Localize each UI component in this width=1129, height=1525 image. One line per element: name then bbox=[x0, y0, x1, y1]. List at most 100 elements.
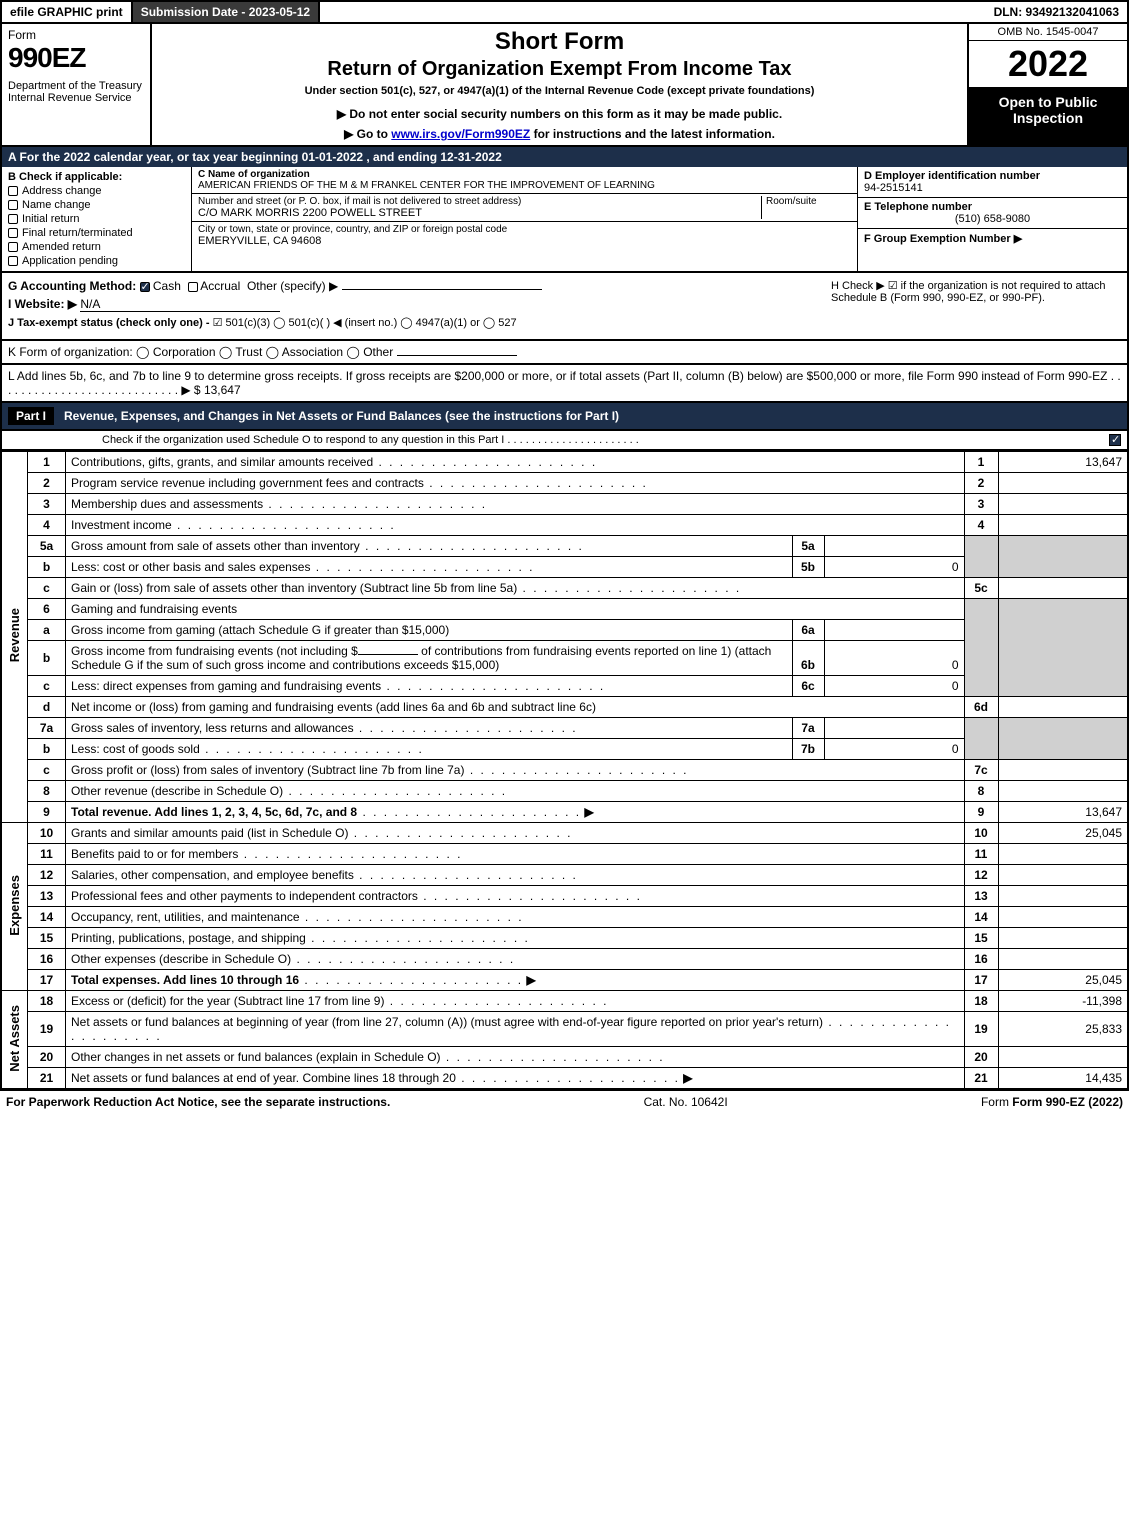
other-specify-field[interactable] bbox=[342, 289, 542, 290]
revenue-label: Revenue bbox=[1, 452, 28, 823]
table-row: b Less: cost of goods sold 7b 0 bbox=[1, 739, 1128, 760]
table-row: d Net income or (loss) from gaming and f… bbox=[1, 697, 1128, 718]
chk-application-pending[interactable]: Application pending bbox=[8, 255, 185, 267]
line-i: I Website: ▶ N/A bbox=[8, 297, 821, 312]
k-other-field[interactable] bbox=[397, 355, 517, 356]
table-row: b Less: cost or other basis and sales ex… bbox=[1, 557, 1128, 578]
c-addr-row: Number and street (or P. O. box, if mail… bbox=[192, 194, 857, 222]
line-num: 1 bbox=[28, 452, 66, 473]
h-text: H Check ▶ ☑ if the organization is not r… bbox=[831, 280, 1106, 304]
chk-name-change[interactable]: Name change bbox=[8, 199, 185, 211]
cash-checkbox[interactable] bbox=[140, 282, 150, 292]
chk-initial-return[interactable]: Initial return bbox=[8, 213, 185, 225]
block-c: C Name of organization AMERICAN FRIENDS … bbox=[192, 167, 857, 271]
table-row: Revenue 1 Contributions, gifts, grants, … bbox=[1, 452, 1128, 473]
goto-note: ▶ Go to www.irs.gov/Form990EZ for instru… bbox=[160, 127, 959, 141]
table-row: 13Professional fees and other payments t… bbox=[1, 886, 1128, 907]
cash-label: Cash bbox=[153, 279, 181, 293]
block-def: D Employer identification number 94-2515… bbox=[857, 167, 1127, 271]
checkbox-icon bbox=[8, 186, 18, 196]
accrual-checkbox[interactable] bbox=[188, 282, 198, 292]
part1-header: Part I Revenue, Expenses, and Changes in… bbox=[0, 403, 1129, 431]
header-center: Short Form Return of Organization Exempt… bbox=[152, 24, 967, 145]
arrow-icon: ▶ bbox=[683, 1071, 692, 1085]
contrib-amount-field[interactable] bbox=[358, 654, 418, 655]
part1-sub-text: Check if the organization used Schedule … bbox=[102, 434, 639, 446]
irs-link[interactable]: www.irs.gov/Form990EZ bbox=[391, 127, 530, 141]
line-j: J Tax-exempt status (check only one) - ☑… bbox=[8, 316, 821, 329]
table-row: 19Net assets or fund balances at beginni… bbox=[1, 1012, 1128, 1047]
table-row: 2 Program service revenue including gove… bbox=[1, 473, 1128, 494]
ein-value: 94-2515141 bbox=[864, 182, 923, 194]
block-ghij: G Accounting Method: Cash Accrual Other … bbox=[0, 273, 1129, 341]
goto-pre: ▶ Go to bbox=[344, 127, 391, 141]
opt-label: Final return/terminated bbox=[22, 227, 133, 239]
form-number: 990EZ bbox=[8, 42, 144, 74]
table-row: c Gain or (loss) from sale of assets oth… bbox=[1, 578, 1128, 599]
footer-form: Form 990-EZ (2022) bbox=[1012, 1095, 1123, 1109]
omb-number: OMB No. 1545-0047 bbox=[969, 24, 1127, 41]
header-left: Form 990EZ Department of the Treasury In… bbox=[2, 24, 152, 145]
form-label: Form bbox=[8, 28, 144, 42]
opt-label: Amended return bbox=[22, 241, 101, 253]
d-row: D Employer identification number 94-2515… bbox=[858, 167, 1127, 198]
table-row: 12Salaries, other compensation, and empl… bbox=[1, 865, 1128, 886]
e-label: E Telephone number bbox=[864, 201, 972, 213]
city-state-zip: EMERYVILLE, CA 94608 bbox=[198, 235, 851, 247]
chk-final-return[interactable]: Final return/terminated bbox=[8, 227, 185, 239]
opt-label: Address change bbox=[22, 185, 102, 197]
open-to-public: Open to Public Inspection bbox=[969, 88, 1127, 145]
gi-left: G Accounting Method: Cash Accrual Other … bbox=[8, 279, 821, 333]
checkbox-icon bbox=[8, 228, 18, 238]
table-row: 21Net assets or fund balances at end of … bbox=[1, 1068, 1128, 1090]
c-label: C Name of organization bbox=[198, 169, 310, 180]
table-row: 3 Membership dues and assessments 3 bbox=[1, 494, 1128, 515]
line-g: G Accounting Method: Cash Accrual Other … bbox=[8, 279, 821, 293]
block-bc: B Check if applicable: Address change Na… bbox=[0, 167, 1129, 273]
top-bar: efile GRAPHIC print Submission Date - 20… bbox=[0, 0, 1129, 24]
l-text: L Add lines 5b, 6c, and 7b to line 9 to … bbox=[8, 369, 1121, 397]
department-label: Department of the Treasury Internal Reve… bbox=[8, 80, 144, 104]
table-row: 7a Gross sales of inventory, less return… bbox=[1, 718, 1128, 739]
table-row: 11Benefits paid to or for members11 bbox=[1, 844, 1128, 865]
phone-value: (510) 658-9080 bbox=[864, 213, 1121, 225]
checkbox-icon bbox=[8, 242, 18, 252]
j-options: ☑ 501(c)(3) ◯ 501(c)( ) ◀ (insert no.) ◯… bbox=[213, 317, 517, 329]
schedule-o-checkbox[interactable] bbox=[1109, 434, 1121, 446]
dln-label: DLN: 93492132041063 bbox=[986, 2, 1127, 22]
return-title: Return of Organization Exempt From Incom… bbox=[160, 58, 959, 81]
submission-date: Submission Date - 2023-05-12 bbox=[133, 2, 320, 22]
arrow-icon: ▶ bbox=[526, 973, 535, 987]
website-value: N/A bbox=[80, 297, 100, 311]
city-label: City or town, state or province, country… bbox=[198, 224, 851, 235]
table-row: 6 Gaming and fundraising events bbox=[1, 599, 1128, 620]
accrual-label: Accrual bbox=[200, 279, 240, 293]
table-row: 14Occupancy, rent, utilities, and mainte… bbox=[1, 907, 1128, 928]
short-form-title: Short Form bbox=[160, 28, 959, 56]
d-label: D Employer identification number bbox=[864, 170, 1040, 182]
block-b: B Check if applicable: Address change Na… bbox=[2, 167, 192, 271]
section-a-bar: A For the 2022 calendar year, or tax yea… bbox=[0, 147, 1129, 167]
street-address: C/O MARK MORRIS 2200 POWELL STREET bbox=[198, 207, 761, 219]
table-row: 16Other expenses (describe in Schedule O… bbox=[1, 949, 1128, 970]
efile-label: efile GRAPHIC print bbox=[2, 2, 133, 22]
checkbox-icon bbox=[8, 214, 18, 224]
table-row: c Less: direct expenses from gaming and … bbox=[1, 676, 1128, 697]
chk-amended-return[interactable]: Amended return bbox=[8, 241, 185, 253]
footer-left: For Paperwork Reduction Act Notice, see … bbox=[6, 1095, 390, 1109]
table-row: Net Assets 18Excess or (deficit) for the… bbox=[1, 991, 1128, 1012]
netassets-label: Net Assets bbox=[1, 991, 28, 1090]
table-row: 8 Other revenue (describe in Schedule O)… bbox=[1, 781, 1128, 802]
i-label: I Website: ▶ bbox=[8, 297, 77, 311]
table-row: Expenses 10 Grants and similar amounts p… bbox=[1, 823, 1128, 844]
chk-address-change[interactable]: Address change bbox=[8, 185, 185, 197]
footer-right: Form Form 990-EZ (2022) bbox=[981, 1095, 1123, 1109]
line-desc: Contributions, gifts, grants, and simila… bbox=[66, 452, 965, 473]
e-row: E Telephone number (510) 658-9080 bbox=[858, 198, 1127, 229]
table-row: 17Total expenses. Add lines 10 through 1… bbox=[1, 970, 1128, 991]
table-row: a Gross income from gaming (attach Sched… bbox=[1, 620, 1128, 641]
right-val: 13,647 bbox=[998, 452, 1128, 473]
checkbox-icon bbox=[8, 200, 18, 210]
opt-label: Initial return bbox=[22, 213, 79, 225]
right-num: 1 bbox=[964, 452, 998, 473]
